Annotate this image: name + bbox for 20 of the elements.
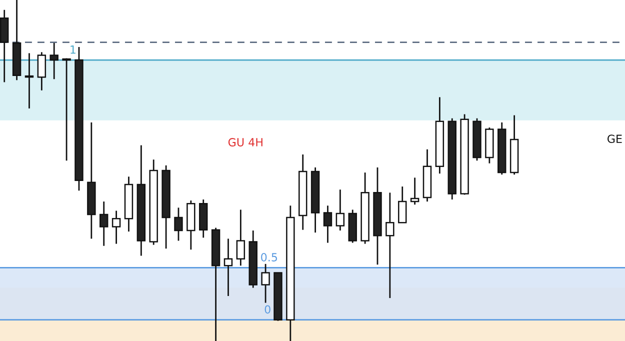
candlestick — [386, 192, 394, 299]
candlestick — [323, 204, 332, 244]
candlestick — [62, 58, 71, 162]
candlestick — [100, 200, 108, 247]
candlestick — [398, 186, 407, 224]
candlestick — [112, 210, 121, 245]
candlestick — [37, 51, 46, 92]
annotation: 0.5 — [261, 253, 278, 262]
candlestick — [24, 52, 34, 110]
candlestick — [410, 176, 420, 206]
annotation: 0 — [264, 305, 270, 314]
candlestick — [174, 206, 183, 242]
text: GE — [608, 134, 622, 144]
annotation: 1 — [70, 46, 76, 54]
annotation: GU 4H — [228, 138, 262, 146]
candlestick — [224, 238, 233, 297]
candlestick — [336, 188, 345, 232]
candlestick — [261, 263, 270, 304]
candlestick — [50, 42, 58, 80]
candlestick — [236, 209, 246, 266]
